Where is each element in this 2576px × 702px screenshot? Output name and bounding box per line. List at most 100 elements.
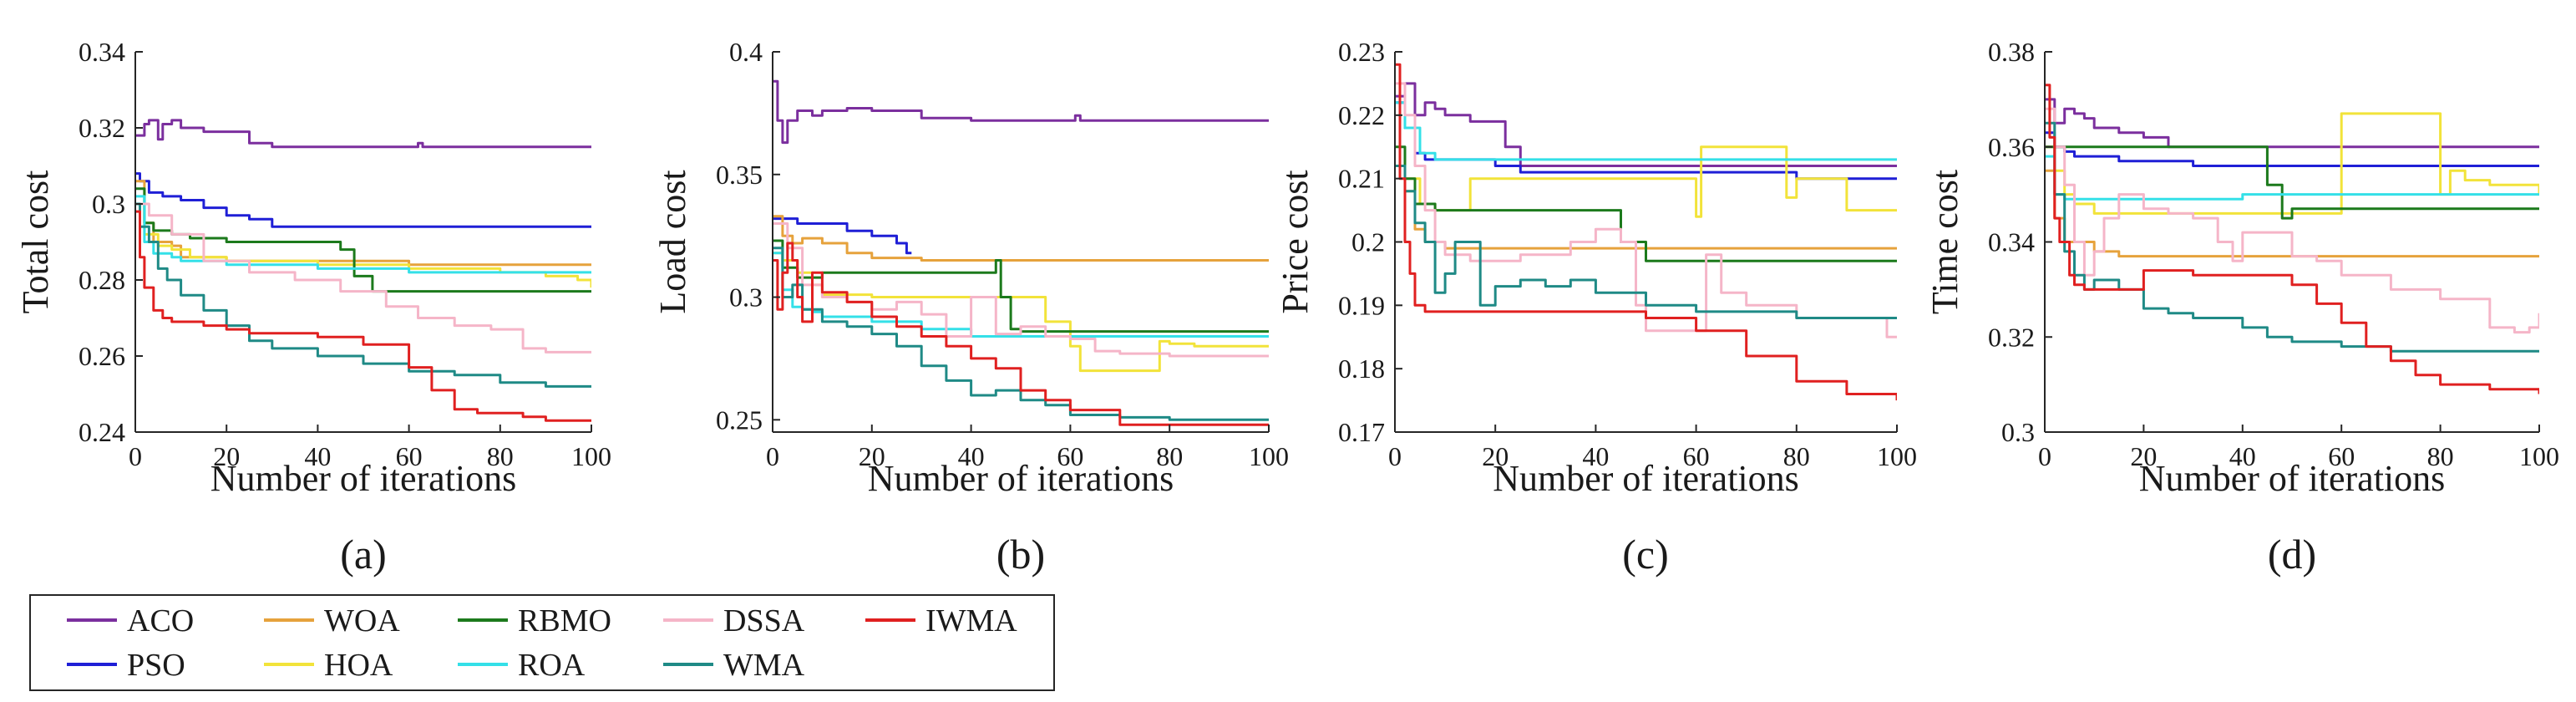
series-line-rbmo xyxy=(2045,145,2539,220)
y-tick-label: 0.28 xyxy=(79,265,125,295)
x-tick-label: 40 xyxy=(2229,441,2256,471)
x-tick-label: 20 xyxy=(1482,441,1509,471)
x-tick-label: 20 xyxy=(213,441,240,471)
chart-panel-4: 0 20 40 60 80 100 0.3 0.32 0.34 0.36 0.38 Number of… xyxy=(1924,37,2559,577)
series-line-aco xyxy=(2045,98,2539,149)
series-line-pso xyxy=(773,217,912,255)
series-line-dssa xyxy=(2045,107,2539,334)
legend-item-iwma: IWMA xyxy=(865,603,1017,638)
x-axis-label: Number of iterations xyxy=(2139,458,2446,499)
y-tick-label: 0.21 xyxy=(1338,164,1385,194)
series-line-iwma xyxy=(2045,84,2539,394)
y-tick-label: 0.38 xyxy=(1988,37,2035,67)
legend: ACO WOA RBMO DSSA IWMA PSO HOA ROA WMA xyxy=(29,594,1055,691)
x-tick-label: 80 xyxy=(2427,441,2454,471)
chart-panel-1: 0 20 40 60 80 100 0.24 0.26 0.28 0.3 0.32 0.34 Numbe… xyxy=(15,37,611,577)
x-tick-label: 60 xyxy=(1057,441,1083,471)
y-axis-label: Time cost xyxy=(1924,170,1965,314)
x-tick-label: 60 xyxy=(2328,441,2355,471)
x-tick-label: 20 xyxy=(859,441,885,471)
series-line-woa xyxy=(773,215,1269,262)
x-tick-label: 0 xyxy=(1388,441,1402,471)
series-line-wma xyxy=(1395,165,1897,319)
x-axis-label: Number of iterations xyxy=(1493,458,1799,499)
y-tick-label: 0.34 xyxy=(1988,227,2035,257)
y-tick-label: 0.35 xyxy=(716,160,763,190)
chart-panels: 0 20 40 60 80 100 0.24 0.26 0.28 0.3 0.32 0.34 Numbe… xyxy=(15,37,2559,577)
x-tick-label: 20 xyxy=(2130,441,2157,471)
y-tick-label: 0.18 xyxy=(1338,354,1385,384)
legend-label: IWMA xyxy=(925,603,1017,638)
series-line-pso xyxy=(135,172,591,228)
legend-item-aco: ACO xyxy=(67,603,194,638)
legend-label: RBMO xyxy=(518,603,611,638)
y-tick-label: 0.22 xyxy=(1338,100,1385,130)
series-line-aco xyxy=(773,79,1269,145)
series-line-rbmo xyxy=(1395,145,1897,262)
y-tick-label: 0.36 xyxy=(1988,132,2035,162)
x-tick-label: 100 xyxy=(1249,441,1289,471)
legend-label: DSSA xyxy=(723,603,805,638)
y-tick-label: 0.34 xyxy=(79,37,125,67)
x-axis-label: Number of iterations xyxy=(210,458,517,499)
panel-caption: (c) xyxy=(1622,531,1669,577)
y-tick-label: 0.19 xyxy=(1338,290,1385,320)
chart-panel-3: 0 20 40 60 80 100 0.17 0.18 0.19 0.2 0.21 0.22 0.23 N… xyxy=(1275,37,1917,577)
legend-item-pso: PSO xyxy=(67,648,185,683)
x-tick-label: 80 xyxy=(1156,441,1183,471)
y-tick-label: 0.32 xyxy=(1988,322,2035,352)
series-line-iwma xyxy=(1395,63,1897,401)
legend-label: ACO xyxy=(127,603,194,638)
y-tick-label: 0.32 xyxy=(79,113,125,143)
legend-item-hoa: HOA xyxy=(264,648,393,683)
x-tick-label: 100 xyxy=(571,441,611,471)
y-tick-label: 0.3 xyxy=(92,189,125,219)
x-tick-label: 80 xyxy=(487,441,514,471)
x-tick-label: 40 xyxy=(958,441,985,471)
panel-caption: (b) xyxy=(996,531,1045,577)
x-tick-label: 100 xyxy=(1877,441,1917,471)
y-axis-label: Load cost xyxy=(652,170,693,313)
legend-label: WOA xyxy=(324,603,400,638)
y-tick-label: 0.3 xyxy=(729,282,763,313)
legend-item-wma: WMA xyxy=(663,648,805,683)
legend-label: HOA xyxy=(324,648,393,683)
y-tick-label: 0.2 xyxy=(1351,227,1385,257)
x-tick-label: 60 xyxy=(1683,441,1710,471)
legend-label: WMA xyxy=(723,648,805,683)
series-line-dssa xyxy=(135,202,591,354)
series-line-dssa xyxy=(1395,82,1897,338)
legend-item-rbmo: RBMO xyxy=(458,603,611,638)
x-tick-label: 0 xyxy=(766,441,779,471)
y-axis-label: Price cost xyxy=(1275,170,1316,313)
legend-label: PSO xyxy=(127,648,185,683)
series-group xyxy=(773,79,1269,426)
x-tick-label: 80 xyxy=(1783,441,1810,471)
series-line-hoa xyxy=(1395,145,1897,218)
x-tick-label: 40 xyxy=(1582,441,1609,471)
series-line-wma xyxy=(2045,121,2539,353)
y-tick-label: 0.3 xyxy=(2001,417,2035,447)
x-tick-label: 60 xyxy=(396,441,423,471)
x-tick-label: 40 xyxy=(304,441,331,471)
series-line-aco xyxy=(1395,82,1897,167)
series-line-rbmo xyxy=(135,187,591,293)
series-line-aco xyxy=(135,119,591,149)
series-line-iwma xyxy=(135,210,591,422)
x-tick-label: 0 xyxy=(129,441,142,471)
x-tick-label: 0 xyxy=(2038,441,2051,471)
panel-caption: (a) xyxy=(340,531,387,577)
chart-panel-2: 0 20 40 60 80 100 0.25 0.3 0.35 0.4 Number of iter… xyxy=(652,37,1289,577)
y-tick-label: 0.23 xyxy=(1338,37,1385,67)
y-tick-label: 0.25 xyxy=(716,404,763,435)
panel-caption: (d) xyxy=(2268,531,2316,577)
series-group xyxy=(135,119,591,422)
series-line-roa xyxy=(1395,101,1897,161)
series-line-iwma xyxy=(773,242,1269,426)
y-tick-label: 0.24 xyxy=(79,417,125,447)
legend-item-roa: ROA xyxy=(458,648,586,683)
series-line-hoa xyxy=(773,252,1269,373)
legend-item-dssa: DSSA xyxy=(663,603,805,638)
x-tick-label: 100 xyxy=(2519,441,2559,471)
